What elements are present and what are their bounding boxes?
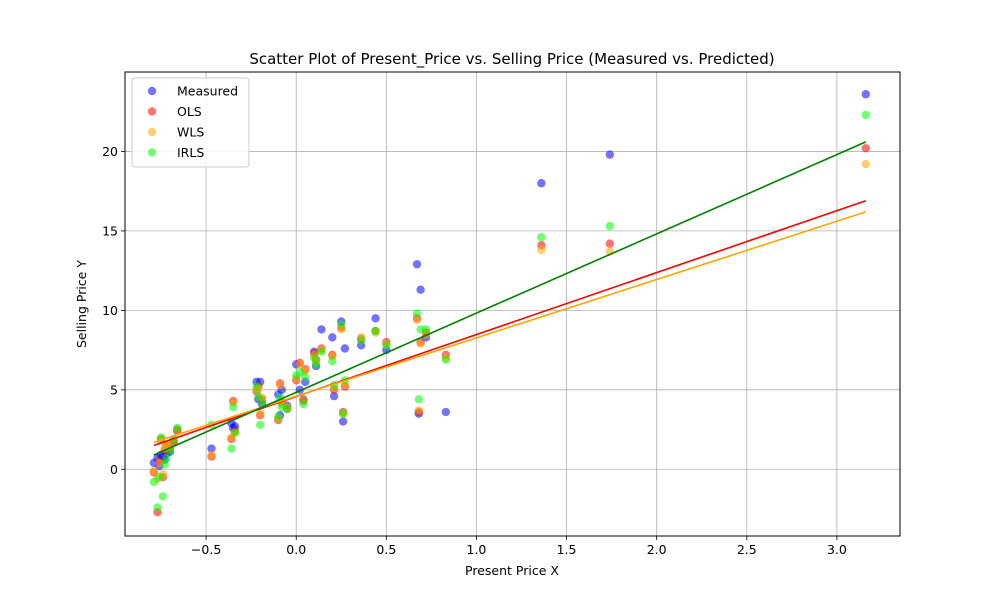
irls-point — [299, 399, 308, 409]
chart-title: Scatter Plot of Present_Price vs. Sellin… — [249, 50, 774, 69]
x-tick-label: 2.0 — [647, 542, 667, 557]
plot-frame — [124, 71, 901, 537]
wls-point — [295, 360, 305, 369]
measured-point — [441, 407, 451, 417]
measured-point — [537, 179, 546, 188]
wls-point — [149, 466, 159, 476]
measured-point — [605, 150, 615, 159]
measured-point — [338, 417, 348, 426]
y-tick-label: 20 — [102, 144, 118, 159]
irls-point — [173, 423, 182, 433]
irls-point — [230, 428, 240, 437]
irls-point — [227, 444, 236, 453]
x-tick-label: 3.0 — [827, 542, 847, 557]
legend-marker-wls — [147, 127, 157, 137]
irls-point — [255, 420, 265, 429]
measured-point — [412, 260, 422, 269]
y-tick-label: 15 — [102, 223, 118, 238]
irls-point — [158, 492, 168, 501]
x-tick-label: 1.0 — [467, 542, 487, 557]
wls-point — [412, 315, 422, 325]
measured-point — [416, 285, 425, 294]
irls-point — [414, 395, 423, 404]
legend-label-ols: OLS — [177, 104, 202, 119]
x-tick-label: 2.5 — [737, 542, 757, 557]
x-tick-label: 0.0 — [286, 542, 306, 557]
irls-point — [162, 453, 171, 463]
irls-point — [228, 403, 238, 412]
measured-point — [317, 325, 326, 334]
irls-point — [861, 110, 870, 120]
irls-point — [421, 325, 431, 334]
wls-point — [275, 380, 285, 390]
irls-point — [254, 391, 263, 401]
irls-point — [328, 357, 337, 366]
wls-point — [416, 339, 425, 348]
y-tick-label: 0 — [110, 462, 118, 477]
irls-fit-line — [153, 141, 867, 456]
irls-point — [311, 360, 321, 369]
axis-ticks: −0.5 0.0 0.5 1.0 1.5 2.0 2.5 3.0 0 5 10 15 20 — [102, 144, 847, 557]
irls-point — [310, 353, 319, 363]
irls-point — [301, 372, 310, 382]
irls-point — [338, 409, 348, 418]
irls-point — [257, 398, 267, 407]
legend-label-measured: Measured — [177, 84, 238, 99]
irls-point — [317, 347, 326, 356]
irls-point — [356, 336, 366, 345]
legend-label-wls: WLS — [177, 125, 204, 140]
irls-point — [283, 404, 292, 414]
measured-point — [328, 333, 337, 342]
wls-point — [255, 409, 265, 418]
irls-point — [382, 341, 391, 350]
legend-marker-ols — [147, 107, 157, 116]
y-tick-label: 10 — [102, 303, 118, 318]
irls-point — [252, 382, 261, 391]
legend-box — [131, 77, 250, 168]
measured-point — [861, 90, 870, 99]
measured-point — [371, 314, 380, 323]
irls-point — [149, 477, 159, 487]
irls-point — [295, 368, 305, 377]
x-tick-label: 0.5 — [376, 542, 396, 557]
x-tick-label: 1.5 — [557, 542, 577, 557]
wls-fit-line — [153, 211, 867, 444]
fit-lines — [153, 141, 867, 456]
x-tick-label: −0.5 — [191, 542, 221, 557]
measured-point — [340, 344, 350, 353]
grid — [125, 72, 900, 536]
measured-point — [207, 444, 216, 453]
irls-point — [160, 460, 169, 469]
wls-point — [414, 406, 423, 415]
irls-point — [412, 309, 422, 318]
wls-point — [861, 159, 870, 169]
measured-point — [329, 391, 339, 401]
x-axis-label: Present Price X — [465, 563, 559, 578]
wls-point — [537, 245, 546, 255]
legend-label-irls: IRLS — [177, 145, 204, 160]
irls-point — [537, 233, 546, 242]
irls-point — [273, 412, 283, 422]
irls-point — [441, 355, 451, 364]
ols-point — [861, 144, 870, 153]
legend: Measured OLS WLS IRLS — [131, 77, 250, 168]
irls-point — [371, 326, 380, 336]
irls-point — [155, 473, 164, 482]
irls-point — [153, 503, 162, 512]
legend-marker-irls — [147, 148, 157, 157]
ols-point — [605, 239, 615, 248]
wls-point — [207, 450, 216, 460]
irls-point — [605, 221, 615, 231]
y-axis-label: Selling Price Y — [74, 260, 89, 348]
irls-point — [337, 320, 346, 329]
y-tick-label: 5 — [110, 382, 118, 397]
legend-marker-measured — [147, 86, 157, 96]
